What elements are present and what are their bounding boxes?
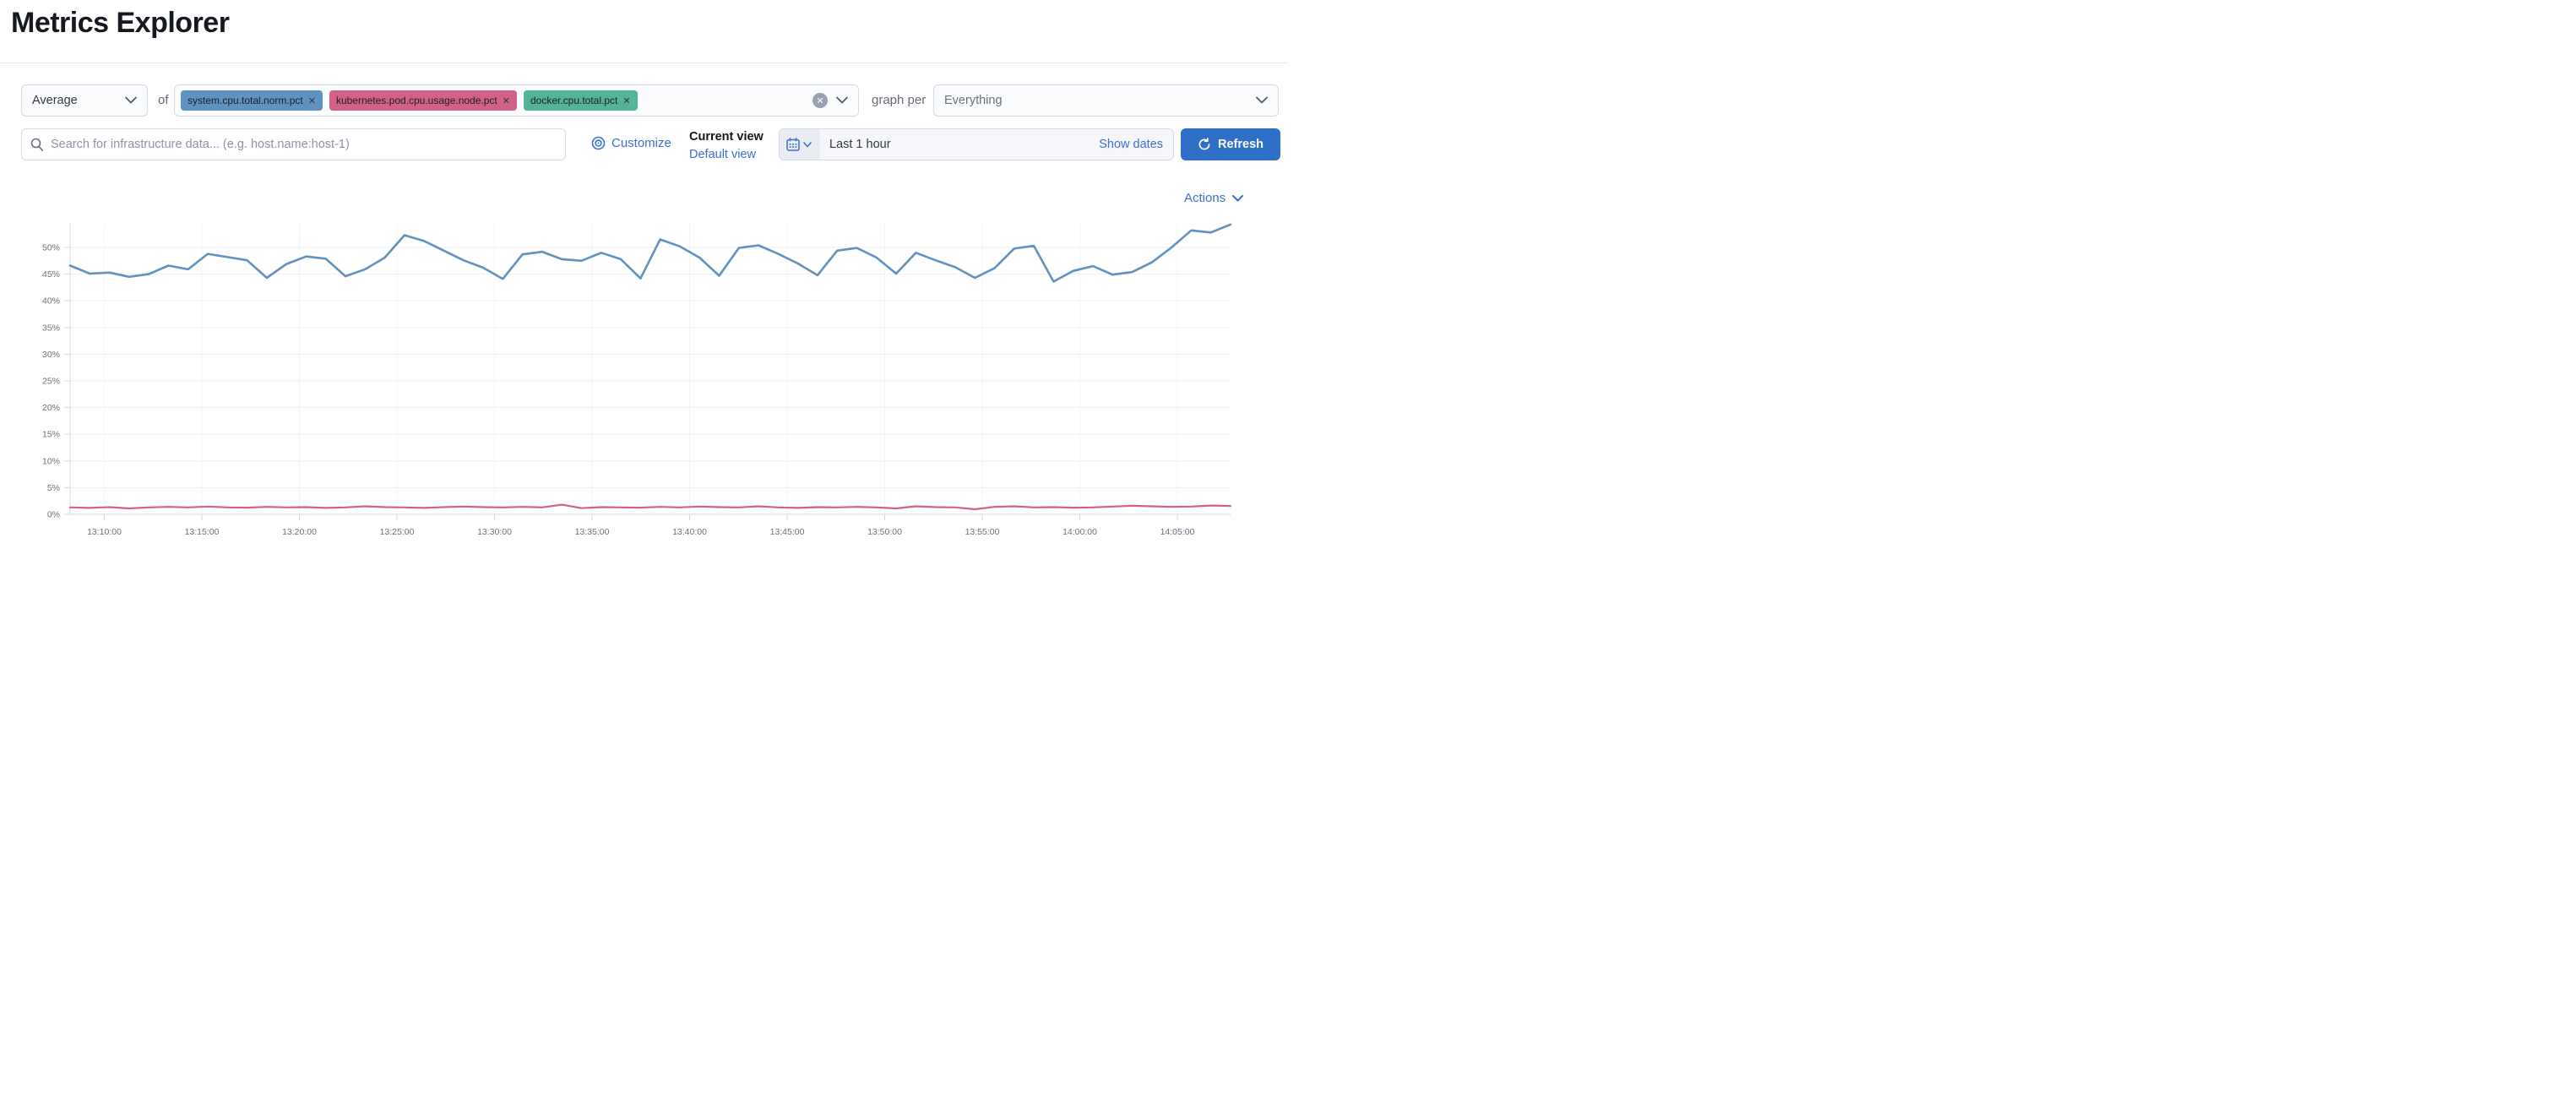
svg-text:5%: 5%: [47, 483, 60, 493]
search-box: [21, 128, 566, 160]
svg-text:13:35:00: 13:35:00: [575, 527, 610, 537]
aggregation-select[interactable]: Average: [21, 84, 148, 117]
customize-button[interactable]: Customize: [591, 136, 671, 150]
svg-text:50%: 50%: [42, 243, 60, 253]
svg-text:13:50:00: 13:50:00: [867, 527, 902, 537]
svg-text:13:10:00: 13:10:00: [87, 527, 122, 537]
svg-text:45%: 45%: [42, 269, 60, 280]
svg-text:13:20:00: 13:20:00: [282, 527, 317, 537]
customize-label: Customize: [611, 136, 671, 150]
svg-text:14:05:00: 14:05:00: [1160, 527, 1195, 537]
show-dates-link[interactable]: Show dates: [1099, 138, 1163, 151]
svg-text:35%: 35%: [42, 323, 60, 333]
search-icon: [30, 138, 44, 151]
chevron-down-icon[interactable]: [836, 93, 848, 108]
graph-per-value: Everything: [944, 94, 1003, 107]
default-view-link[interactable]: Default view: [689, 148, 756, 161]
current-view-label: Current view: [689, 130, 764, 144]
of-label: of: [158, 93, 169, 107]
metric-pill[interactable]: system.cpu.total.norm.pct ✕: [181, 90, 323, 111]
remove-metric-icon[interactable]: ✕: [502, 95, 510, 106]
svg-text:30%: 30%: [42, 350, 60, 360]
metrics-chart[interactable]: 0% 5% 10% 15% 20% 25% 30% 35% 40% 45% 50% 13:10:00 1…: [0, 211, 1288, 554]
refresh-label: Refresh: [1218, 138, 1264, 151]
svg-text:13:15:00: 13:15:00: [185, 527, 220, 537]
svg-text:13:30:00: 13:30:00: [477, 527, 512, 537]
super-date-picker: Last 1 hour Show dates: [779, 128, 1174, 160]
bullseye-icon: [591, 136, 606, 150]
svg-text:13:40:00: 13:40:00: [672, 527, 707, 537]
chevron-down-icon: [125, 93, 137, 108]
clear-all-icon[interactable]: ✕: [812, 93, 828, 108]
actions-menu-button[interactable]: Actions: [1184, 191, 1244, 205]
chevron-down-icon: [1232, 194, 1244, 202]
svg-text:15%: 15%: [42, 430, 60, 440]
refresh-icon: [1198, 138, 1211, 151]
svg-text:40%: 40%: [42, 296, 60, 307]
svg-text:14:00:00: 14:00:00: [1062, 527, 1097, 537]
graph-per-select[interactable]: Everything: [933, 84, 1279, 117]
chevron-down-icon: [1256, 93, 1268, 108]
metric-pill-list: system.cpu.total.norm.pct ✕ kubernetes.pod…: [181, 90, 644, 111]
metrics-combobox[interactable]: system.cpu.total.norm.pct ✕ kubernetes.pod…: [174, 84, 859, 117]
quick-select-button[interactable]: [780, 129, 819, 160]
svg-text:0%: 0%: [47, 510, 60, 520]
metrics-explorer-page: Metrics Explorer Average of system.cpu.t…: [0, 0, 1288, 554]
search-input[interactable]: [51, 138, 557, 151]
svg-text:25%: 25%: [42, 377, 60, 387]
graph-per-label: graph per: [872, 93, 927, 107]
metric-pill[interactable]: docker.cpu.total.pct ✕: [523, 90, 638, 111]
metric-pill[interactable]: kubernetes.pod.cpu.usage.node.pct ✕: [329, 90, 517, 111]
chevron-down-icon: [803, 141, 812, 148]
metric-pill-label: system.cpu.total.norm.pct: [187, 95, 303, 106]
actions-label: Actions: [1184, 191, 1226, 205]
refresh-button[interactable]: Refresh: [1181, 128, 1280, 160]
date-range-value[interactable]: Last 1 hour: [829, 138, 891, 151]
aggregation-value: Average: [32, 94, 78, 107]
calendar-icon: [786, 138, 800, 151]
view-switcher: Current view Default view: [689, 129, 780, 165]
page-title: Metrics Explorer: [11, 7, 230, 39]
line-chart-svg: 0% 5% 10% 15% 20% 25% 30% 35% 40% 45% 50% 13:10:00 1…: [42, 223, 1232, 537]
svg-text:13:25:00: 13:25:00: [380, 527, 415, 537]
metric-pill-label: kubernetes.pod.cpu.usage.node.pct: [335, 95, 497, 106]
svg-text:13:45:00: 13:45:00: [770, 527, 805, 537]
metric-pill-label: docker.cpu.total.pct: [530, 95, 618, 106]
header-divider: [0, 62, 1288, 63]
svg-text:10%: 10%: [42, 456, 60, 466]
remove-metric-icon[interactable]: ✕: [307, 95, 316, 106]
remove-metric-icon[interactable]: ✕: [622, 95, 631, 106]
svg-text:13:55:00: 13:55:00: [965, 527, 1000, 537]
svg-text:20%: 20%: [42, 403, 60, 413]
